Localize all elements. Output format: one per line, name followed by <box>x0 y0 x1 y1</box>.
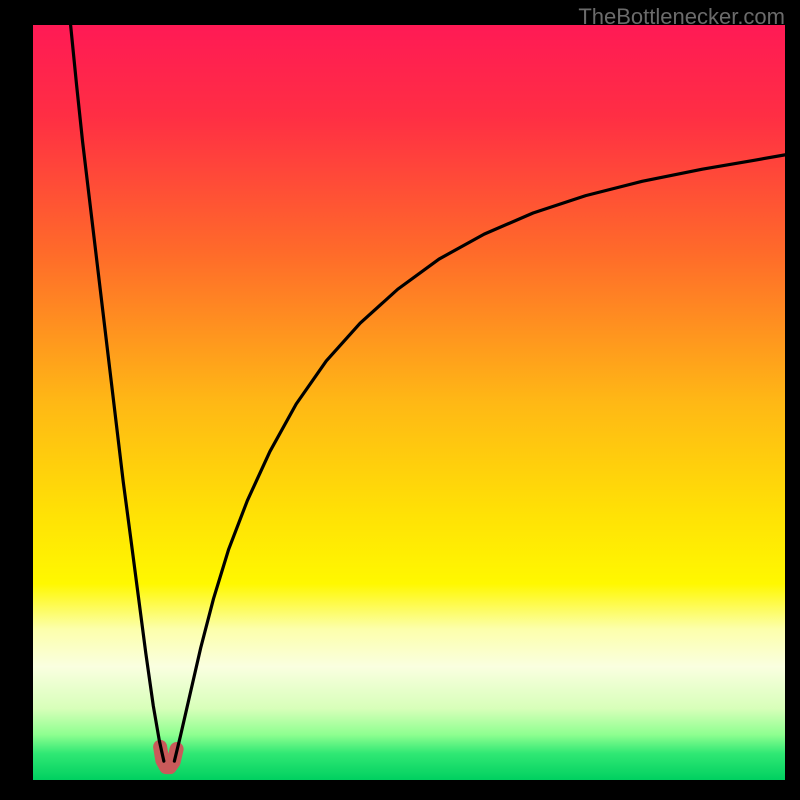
gradient-background <box>33 25 785 780</box>
bottleneck-chart <box>33 25 785 780</box>
watermark-text: TheBottlenecker.com <box>578 4 785 30</box>
